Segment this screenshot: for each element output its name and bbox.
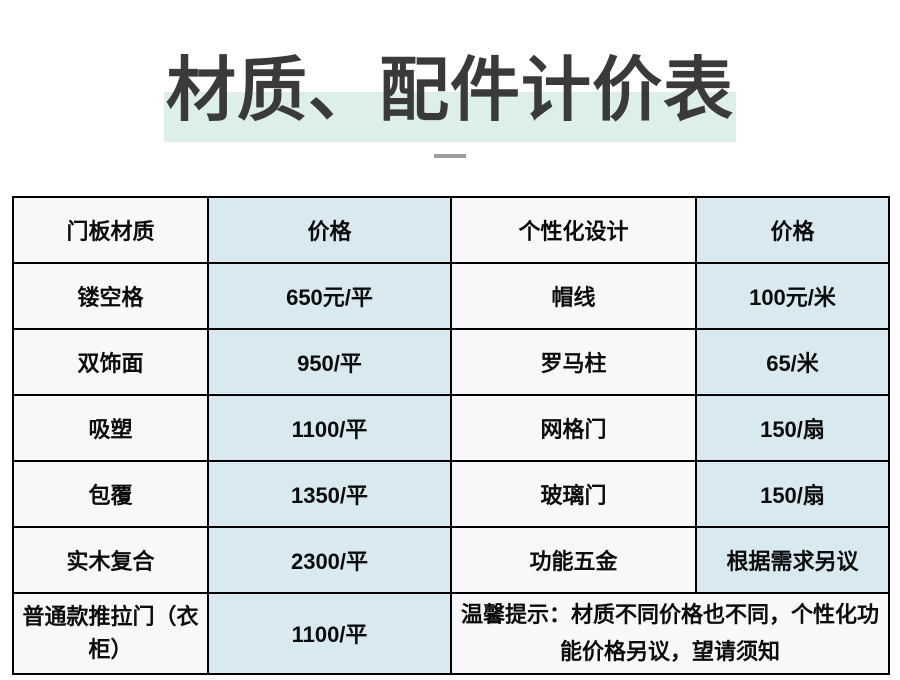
table-row: 包覆 1350/平 玻璃门 150/扇 <box>12 460 890 528</box>
table-cell-price: 1100/平 <box>207 394 452 462</box>
column-header-door-material: 门板材质 <box>12 196 209 264</box>
table-cell-price: 950/平 <box>207 328 452 396</box>
table-cell-material: 吸塑 <box>12 394 209 462</box>
page-header: 材质、配件计价表 <box>0 0 900 158</box>
table-cell-price: 150/扇 <box>695 460 890 528</box>
table-cell-material: 普通款推拉门（衣柜） <box>12 592 209 675</box>
title-underline-dash <box>434 154 466 158</box>
table-cell-design: 网格门 <box>450 394 697 462</box>
table-row: 吸塑 1100/平 网格门 150/扇 <box>12 394 890 462</box>
table-cell-design: 功能五金 <box>450 526 697 594</box>
table-cell-material: 双饰面 <box>12 328 209 396</box>
table-cell-price: 2300/平 <box>207 526 452 594</box>
table-cell-price: 根据需求另议 <box>695 526 890 594</box>
column-header-price-1: 价格 <box>207 196 452 264</box>
table-row: 双饰面 950/平 罗马柱 65/米 <box>12 328 890 396</box>
table-row: 实木复合 2300/平 功能五金 根据需求另议 <box>12 526 890 594</box>
table-cell-price: 150/扇 <box>695 394 890 462</box>
title-wrap: 材质、配件计价表 <box>164 50 736 142</box>
table-cell-price: 1100/平 <box>207 592 452 675</box>
price-table: 门板材质 价格 个性化设计 价格 镂空格 650元/平 帽线 100元/米 双饰… <box>12 196 890 675</box>
table-cell-notice: 温馨提示：材质不同价格也不同，个性化功能价格另议，望请须知 <box>450 592 890 675</box>
table-cell-material: 镂空格 <box>12 262 209 330</box>
table-row: 镂空格 650元/平 帽线 100元/米 <box>12 262 890 330</box>
table-cell-material: 实木复合 <box>12 526 209 594</box>
title-highlight-band <box>164 92 736 142</box>
column-header-custom-design: 个性化设计 <box>450 196 697 264</box>
column-header-price-2: 价格 <box>695 196 890 264</box>
table-cell-design: 帽线 <box>450 262 697 330</box>
table-cell-material: 包覆 <box>12 460 209 528</box>
table-cell-price: 650元/平 <box>207 262 452 330</box>
table-cell-price: 100元/米 <box>695 262 890 330</box>
table-row: 普通款推拉门（衣柜） 1100/平 温馨提示：材质不同价格也不同，个性化功能价格… <box>12 592 890 675</box>
table-cell-design: 玻璃门 <box>450 460 697 528</box>
table-cell-design: 罗马柱 <box>450 328 697 396</box>
table-cell-price: 65/米 <box>695 328 890 396</box>
table-cell-price: 1350/平 <box>207 460 452 528</box>
table-header-row: 门板材质 价格 个性化设计 价格 <box>12 196 890 264</box>
page-title: 材质、配件计价表 <box>166 51 734 129</box>
